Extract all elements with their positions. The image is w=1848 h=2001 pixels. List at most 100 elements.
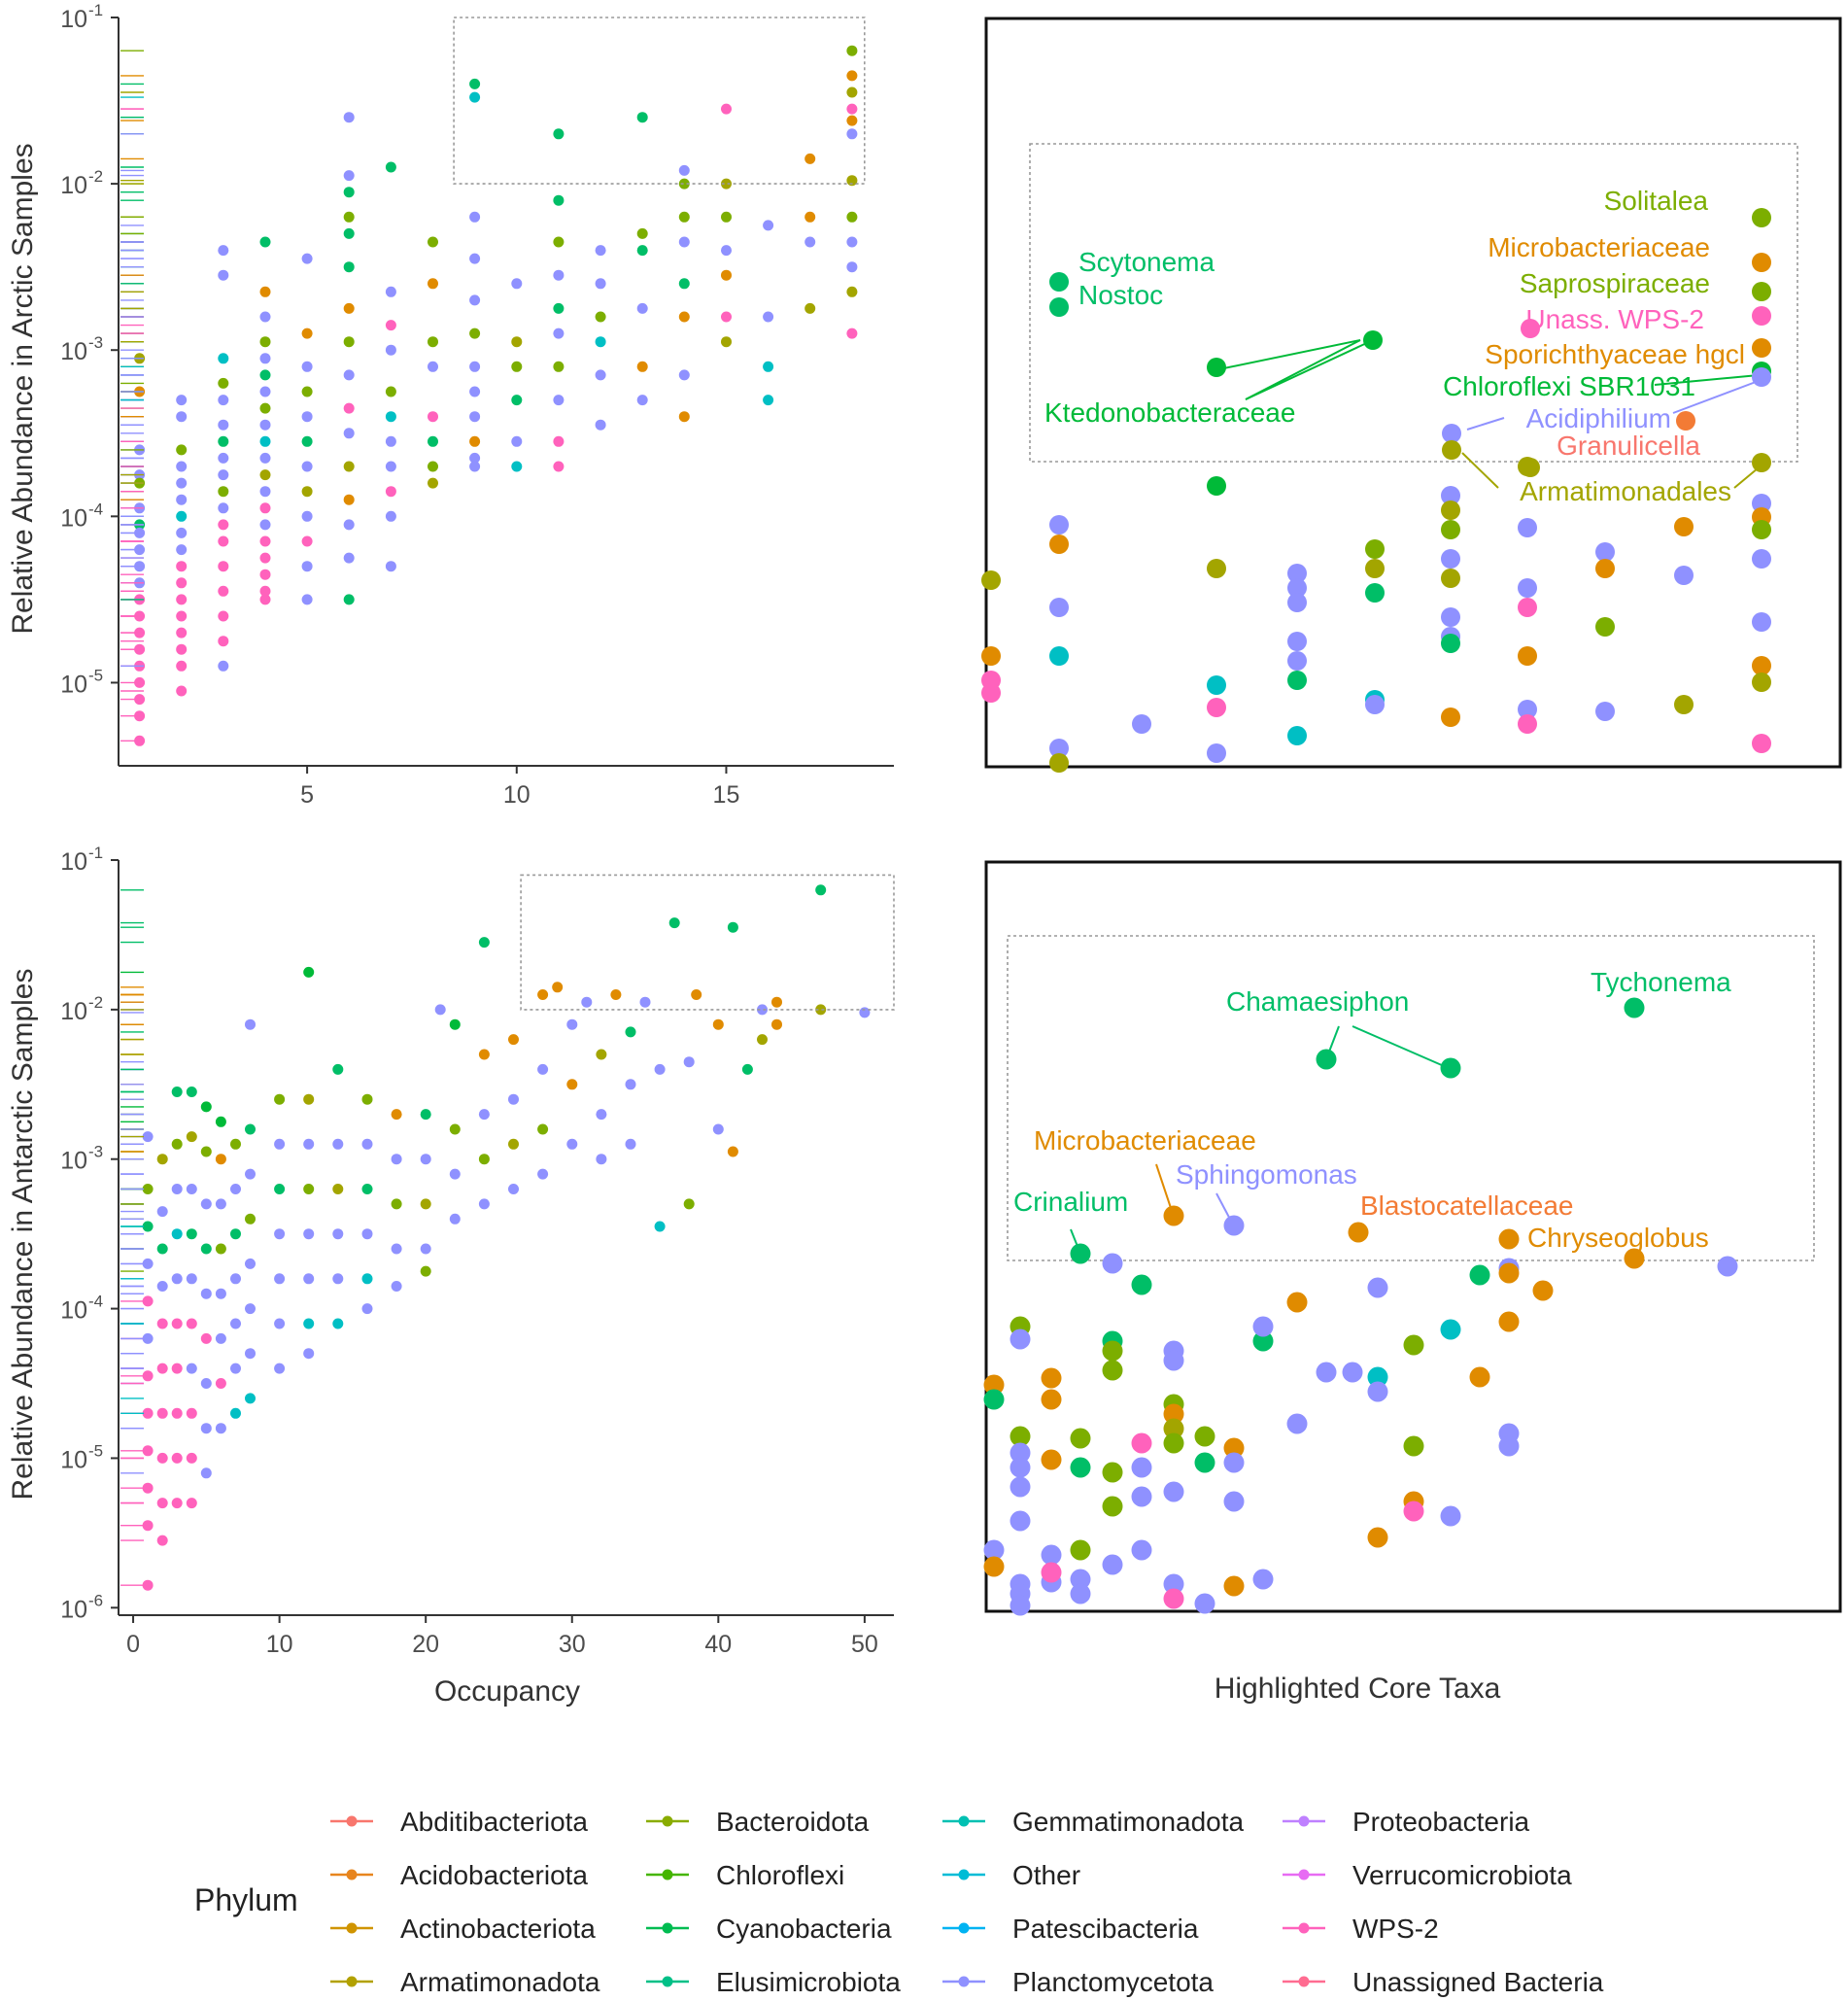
antarctic-point <box>332 1138 344 1150</box>
antarctic-zoom-point <box>1223 1491 1245 1512</box>
arctic-point <box>511 435 523 447</box>
label-chloroflexi-sbr: Chloroflexi SBR1031 <box>1443 371 1695 401</box>
antarctic-point <box>508 1184 519 1194</box>
antarctic-point <box>171 1138 183 1150</box>
arctic-core-taxon-point <box>1521 319 1540 338</box>
legend-entry: Abditibacteriota <box>330 1807 588 1837</box>
arctic-point <box>553 435 565 447</box>
arctic-point <box>553 269 565 281</box>
antarctic-point <box>142 1184 154 1194</box>
antarctic-point <box>420 1243 431 1255</box>
arctic-point <box>218 585 229 597</box>
arctic-point <box>511 395 523 406</box>
arctic-zoom-point <box>1441 607 1460 627</box>
arctic-core-taxon-point <box>1049 297 1069 317</box>
antarctic-core-taxon-point <box>1223 1215 1245 1236</box>
antarctic-zoom-point <box>1223 1437 1245 1459</box>
arctic-point <box>469 452 481 464</box>
antarctic-core-taxon-point <box>1498 1228 1520 1250</box>
antarctic-x-tick-label: 50 <box>851 1631 878 1658</box>
arctic-point <box>511 361 523 372</box>
legend-title: Phylum <box>194 1882 298 1917</box>
antarctic-point <box>230 1363 241 1374</box>
antarctic-y-tick-label: 10 <box>60 998 87 1025</box>
antarctic-core-taxon-point <box>1624 1248 1645 1269</box>
antarctic-zoom-point <box>1163 1573 1184 1595</box>
antarctic-zoom-point <box>1194 1426 1215 1447</box>
antarctic-point <box>215 1116 226 1127</box>
arctic-point <box>301 561 313 572</box>
antarctic-zoom-point <box>1367 1366 1388 1388</box>
antarctic-point <box>142 1520 154 1532</box>
legend-key-dot <box>346 1922 358 1934</box>
antarctic-point <box>815 1004 827 1016</box>
arctic-point <box>176 411 188 423</box>
antarctic-point <box>215 1423 226 1434</box>
arctic-point <box>469 78 481 89</box>
arctic-zoom-point <box>1049 598 1069 617</box>
antarctic-point <box>156 1154 168 1165</box>
arctic-point <box>343 170 355 182</box>
arctic-core-taxon-point <box>1752 282 1771 301</box>
arctic-zoom-point <box>1287 651 1307 671</box>
antarctic-y-tick-exponent: -3 <box>88 1143 103 1161</box>
arctic-zoom-point <box>1287 671 1307 690</box>
antarctic-y-tick-label: 10 <box>60 848 87 876</box>
arctic-point <box>595 311 606 323</box>
arctic-zoom-point <box>1752 549 1771 569</box>
arctic-y-tick-exponent: -1 <box>88 1 103 19</box>
arctic-point <box>176 577 188 589</box>
arctic-point <box>428 435 438 447</box>
antarctic-y-tick-exponent: -6 <box>88 1591 103 1609</box>
arctic-point <box>176 444 188 456</box>
antarctic-point <box>303 1184 315 1194</box>
antarctic-point <box>215 1378 226 1389</box>
arctic-point <box>301 535 313 547</box>
arctic-point <box>469 91 481 103</box>
antarctic-point <box>171 1087 183 1097</box>
arctic-zoom-point <box>1518 700 1537 719</box>
label-solitalea: Solitalea <box>1604 186 1709 216</box>
arctic-point <box>218 353 229 364</box>
legend-entries: Abditibacteriota Acidobacteriota Actinobac… <box>330 1807 1604 1997</box>
arctic-point <box>804 236 816 248</box>
arctic-point <box>259 236 271 248</box>
antarctic-point <box>420 1109 431 1121</box>
arctic-point <box>763 395 774 406</box>
label-nostoc: Nostoc <box>1078 280 1163 310</box>
antarctic-point <box>449 1018 461 1030</box>
antarctic-point <box>200 1146 212 1157</box>
antarctic-point <box>815 884 827 896</box>
antarctic-zoom-point <box>1010 1457 1031 1478</box>
arctic-zoom-point <box>981 570 1001 590</box>
arctic-point <box>218 419 229 431</box>
arctic-zoom-point <box>1752 494 1771 513</box>
antarctic-point <box>171 1407 183 1419</box>
antarctic-y-tick-label: 10 <box>60 1446 87 1473</box>
arctic-point <box>259 569 271 580</box>
arctic-point <box>259 419 271 431</box>
arctic-point <box>176 510 188 522</box>
arctic-zoom-point <box>1441 520 1460 539</box>
arctic-y-tick-label: 10 <box>60 671 87 698</box>
arctic-point <box>218 452 229 464</box>
arctic-point <box>804 211 816 223</box>
antarctic-zoom-point <box>1440 1505 1461 1527</box>
antarctic-core-taxon-point <box>1070 1243 1091 1264</box>
antarctic-point <box>566 1018 578 1030</box>
antarctic-point <box>537 989 549 1000</box>
antarctic-y-tick-exponent: -2 <box>88 993 103 1012</box>
armat-connector-left <box>1461 452 1499 489</box>
arctic-point <box>385 486 396 498</box>
antarctic-point <box>303 1318 315 1329</box>
arctic-point <box>259 311 271 323</box>
arctic-point <box>176 643 188 655</box>
arctic-point <box>259 353 271 364</box>
antarctic-point <box>142 1221 154 1232</box>
arctic-x-tick-label: 15 <box>713 781 740 809</box>
antarctic-point <box>712 1123 724 1135</box>
antarctic-zoom-point <box>983 1539 1005 1561</box>
antarctic-point <box>537 1168 549 1180</box>
arctic-point <box>428 411 438 423</box>
antarctic-zoom-labels: Tychonema Chamaesiphon Microbacteriaceae… <box>1013 967 1731 1253</box>
